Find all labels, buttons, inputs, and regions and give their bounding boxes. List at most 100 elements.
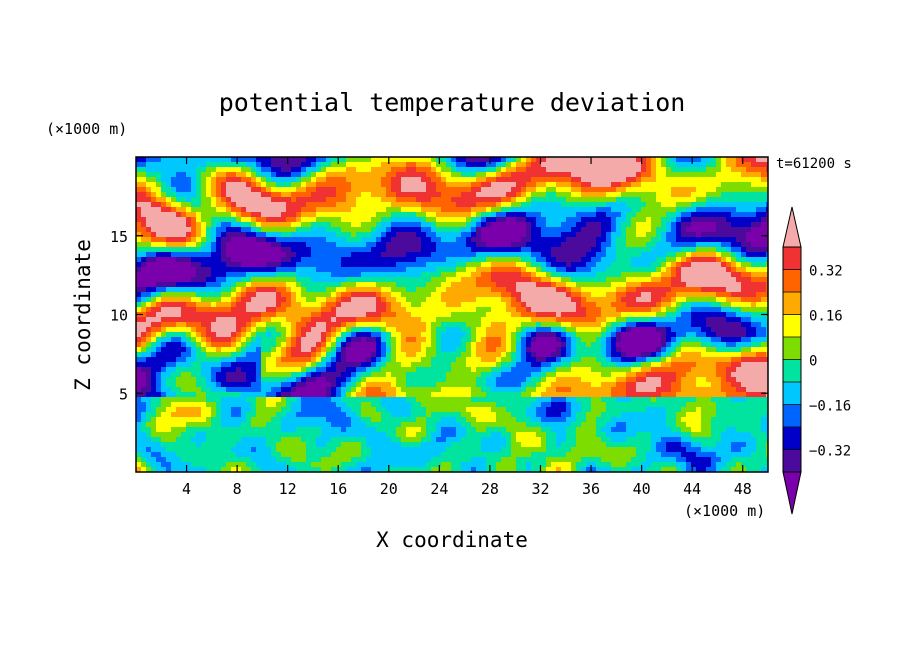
- heatmap-cell: [701, 267, 707, 273]
- heatmap-cell: [351, 207, 357, 213]
- heatmap-cell: [286, 192, 292, 198]
- heatmap-cell: [166, 252, 172, 258]
- heatmap-cell: [611, 217, 617, 223]
- heatmap-cell: [136, 282, 142, 288]
- heatmap-cell: [571, 157, 577, 163]
- heatmap-cell: [736, 342, 742, 348]
- heatmap-cell: [451, 227, 457, 233]
- heatmap-cell: [736, 267, 742, 273]
- heatmap-cell: [346, 197, 352, 203]
- heatmap-cell: [726, 347, 732, 353]
- heatmap-cell: [596, 332, 602, 338]
- heatmap-cell: [551, 297, 557, 303]
- heatmap-cell: [691, 292, 697, 298]
- heatmap-cell: [701, 317, 707, 323]
- heatmap-cell: [706, 167, 712, 173]
- heatmap-cell: [641, 342, 647, 348]
- heatmap-cell: [721, 172, 727, 178]
- heatmap-cell: [576, 172, 582, 178]
- heatmap-cell: [631, 317, 637, 323]
- heatmap-cell: [276, 247, 282, 253]
- heatmap-cell: [201, 202, 207, 208]
- heatmap-cell: [651, 247, 657, 253]
- heatmap-cell: [701, 302, 707, 308]
- heatmap-cell: [546, 202, 552, 208]
- heatmap-cell: [156, 242, 162, 248]
- heatmap-cell: [201, 177, 207, 183]
- heatmap-cell: [571, 277, 577, 283]
- heatmap-cell: [381, 277, 387, 283]
- heatmap-cell: [596, 202, 602, 208]
- heatmap-cell: [221, 257, 227, 263]
- heatmap-cell: [746, 292, 752, 298]
- heatmap-cell: [211, 212, 217, 218]
- heatmap-cell: [231, 302, 237, 308]
- heatmap-cell: [156, 272, 162, 278]
- heatmap-cell: [171, 177, 177, 183]
- heatmap-cell: [226, 212, 232, 218]
- heatmap-cell: [141, 337, 147, 343]
- heatmap-cell: [181, 272, 187, 278]
- heatmap-cell: [566, 282, 572, 288]
- heatmap-cell: [371, 252, 377, 258]
- heatmap-cell: [461, 177, 467, 183]
- heatmap-cell: [681, 232, 687, 238]
- heatmap-cell: [286, 277, 292, 283]
- heatmap-cell: [421, 272, 427, 278]
- heatmap-cell: [186, 197, 192, 203]
- heatmap-cell: [616, 182, 622, 188]
- heatmap-cell: [271, 267, 277, 273]
- heatmap-cell: [376, 307, 382, 313]
- heatmap-cell: [476, 342, 482, 348]
- heatmap-cell: [536, 157, 542, 163]
- heatmap-cell: [196, 317, 202, 323]
- heatmap-cell: [621, 207, 627, 213]
- heatmap-cell: [501, 342, 507, 348]
- heatmap-cell: [526, 317, 532, 323]
- heatmap-cell: [161, 232, 167, 238]
- heatmap-cell: [216, 227, 222, 233]
- heatmap-cell: [546, 332, 552, 338]
- heatmap-cell: [391, 162, 397, 168]
- heatmap-cell: [501, 192, 507, 198]
- heatmap-cell: [701, 237, 707, 243]
- heatmap-cell: [356, 347, 362, 353]
- heatmap-cell: [431, 177, 437, 183]
- heatmap-cell: [406, 342, 412, 348]
- heatmap-cell: [476, 337, 482, 343]
- heatmap-cell: [506, 232, 512, 238]
- heatmap-cell: [376, 347, 382, 353]
- heatmap-cell: [276, 172, 282, 178]
- heatmap-cell: [691, 267, 697, 273]
- heatmap-cell: [386, 187, 392, 193]
- heatmap-cell: [251, 207, 257, 213]
- heatmap-cell: [586, 252, 592, 258]
- heatmap-cell: [386, 167, 392, 173]
- heatmap-cell: [161, 317, 167, 323]
- heatmap-cell: [581, 207, 587, 213]
- heatmap-cell: [326, 172, 332, 178]
- heatmap-cell: [261, 307, 267, 313]
- heatmap-cell: [646, 292, 652, 298]
- heatmap-cell: [681, 272, 687, 278]
- heatmap-cell: [591, 237, 597, 243]
- heatmap-cell: [151, 257, 157, 263]
- heatmap-cell: [396, 322, 402, 328]
- heatmap-cell: [461, 182, 467, 188]
- heatmap-field: [136, 157, 768, 472]
- heatmap-cell: [261, 182, 267, 188]
- heatmap-cell: [191, 322, 197, 328]
- heatmap-cell: [406, 207, 412, 213]
- heatmap-cell: [616, 337, 622, 343]
- heatmap-cell: [311, 282, 317, 288]
- heatmap-cell: [216, 232, 222, 238]
- heatmap-cell: [176, 302, 182, 308]
- heatmap-cell: [711, 192, 717, 198]
- heatmap-cell: [251, 257, 257, 263]
- heatmap-cell: [181, 282, 187, 288]
- heatmap-cell: [151, 267, 157, 273]
- heatmap-cell: [716, 282, 722, 288]
- heatmap-cell: [461, 342, 467, 348]
- heatmap-cell: [311, 267, 317, 273]
- heatmap-cell: [196, 227, 202, 233]
